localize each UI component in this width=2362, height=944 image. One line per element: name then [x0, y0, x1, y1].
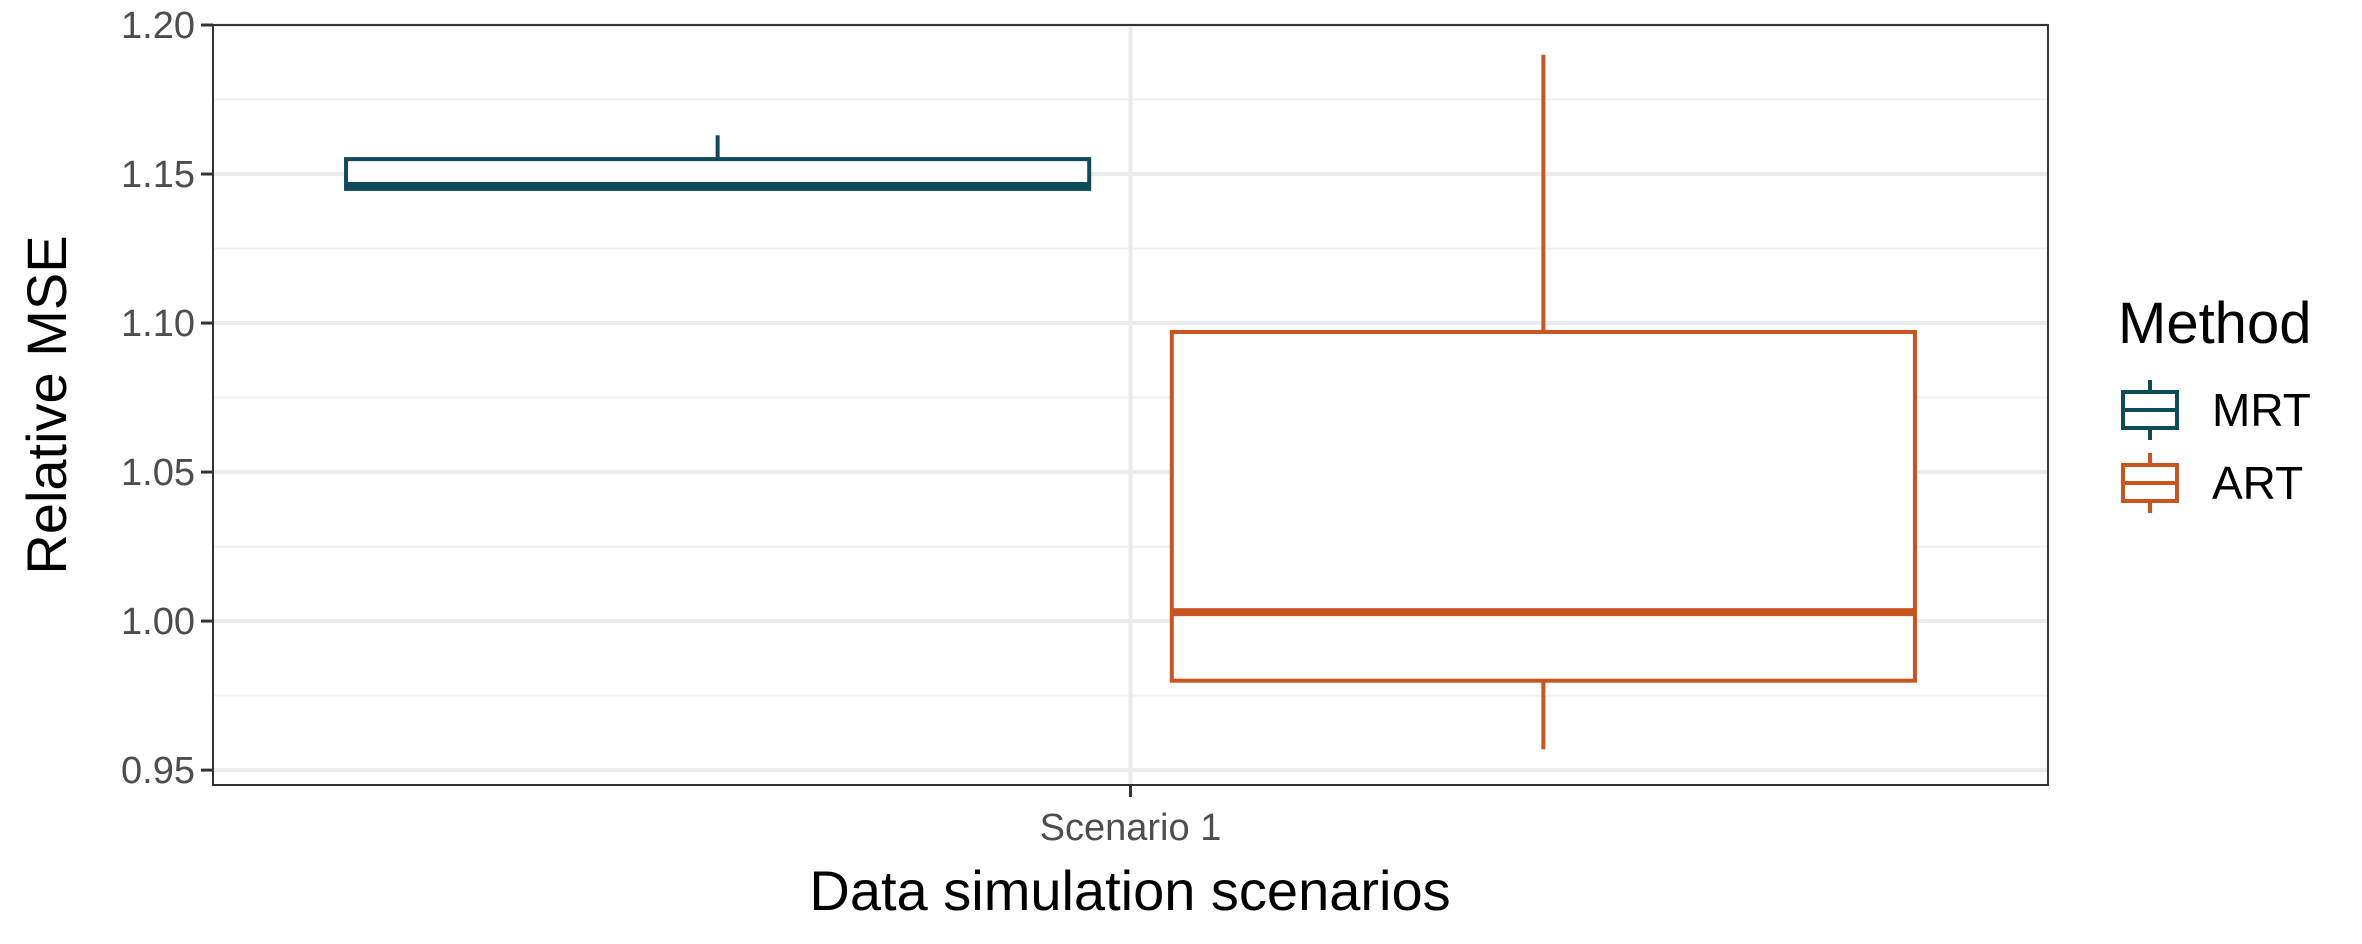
box-mrt	[344, 135, 1092, 191]
legend-label-art: ART	[2212, 457, 2303, 509]
y-tick-label: 1.15	[121, 154, 195, 196]
legend-key-art	[2121, 453, 2179, 513]
x-tick-label: Scenario 1	[1040, 807, 1222, 849]
y-tick-label: 1.05	[121, 452, 195, 494]
y-tick-label: 0.95	[121, 750, 195, 792]
iqr-box	[1169, 329, 1917, 683]
y-axis-title: Relative MSE	[15, 235, 78, 574]
x-axis: Scenario 1	[1040, 785, 1222, 849]
box-art	[1169, 54, 1917, 750]
legend-title: Method	[2118, 291, 2311, 356]
legend-key-mrt	[2121, 380, 2179, 440]
y-axis: 0.95 1.00 1.05 1.10 1.15 1.20	[121, 5, 213, 792]
y-tick-label: 1.20	[121, 5, 195, 47]
legend: Method MRT ART	[2118, 291, 2311, 513]
boxes	[344, 54, 1917, 750]
legend-label-mrt: MRT	[2212, 384, 2311, 436]
y-tick-label: 1.00	[121, 601, 195, 643]
x-axis-title: Data simulation scenarios	[809, 859, 1450, 922]
y-tick-label: 1.10	[121, 303, 195, 345]
